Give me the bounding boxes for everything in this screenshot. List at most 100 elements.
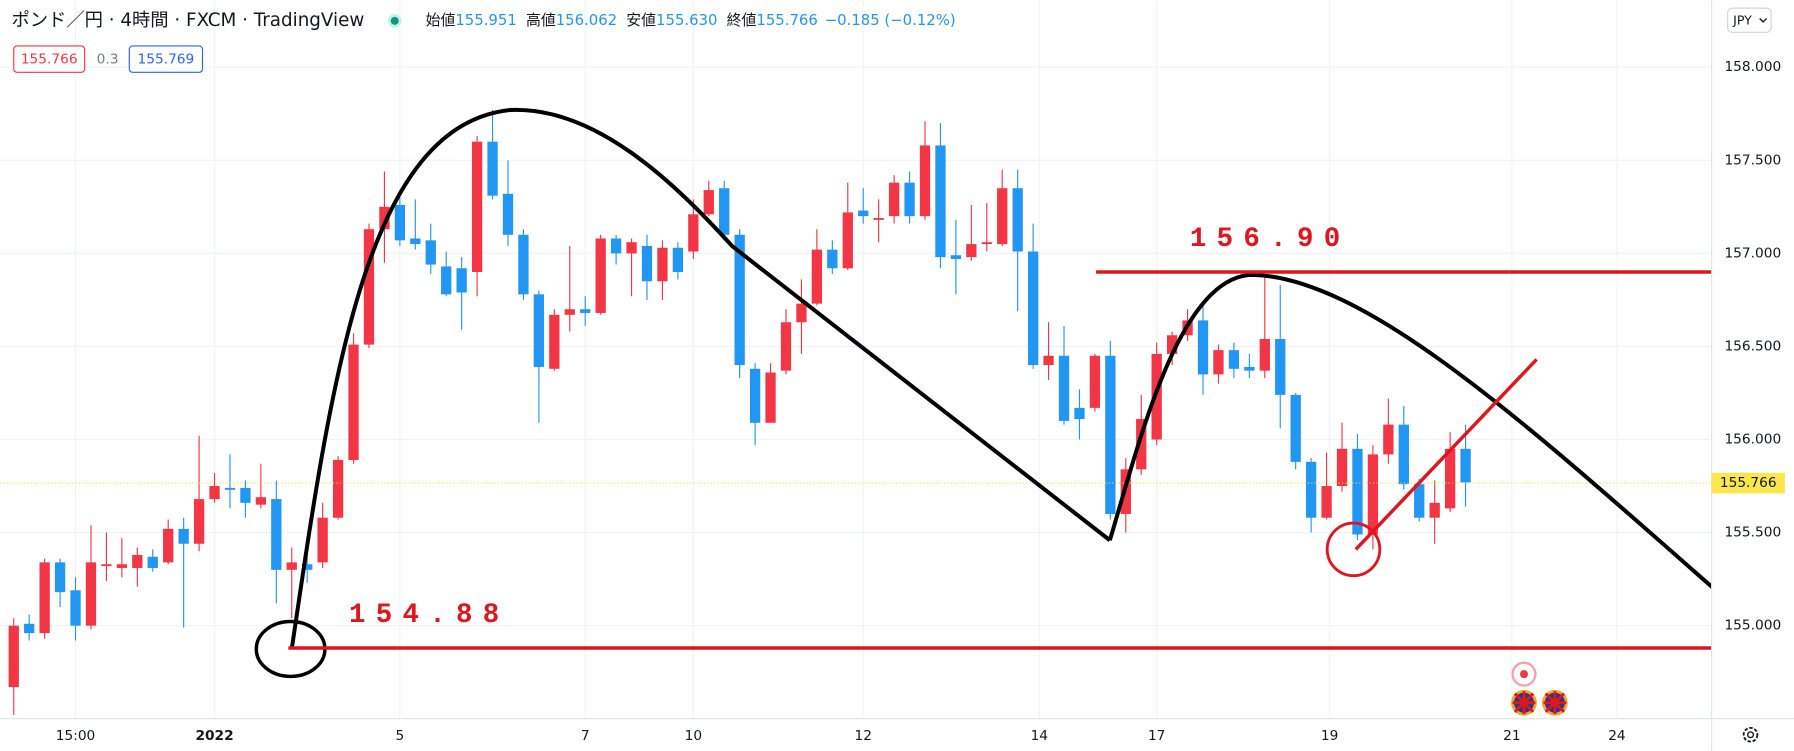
candle-body — [703, 190, 714, 215]
candle-body — [193, 499, 205, 544]
candle-body — [1290, 394, 1301, 462]
candle-body — [1105, 355, 1116, 514]
candle-body — [610, 238, 622, 254]
symbol-title: ポンド／円 · 4時間 · FXCM · TradingView — [11, 10, 364, 31]
candle-body — [85, 562, 97, 626]
bid-box[interactable] — [13, 45, 86, 73]
drawings: 156.90 154.88 — [254, 108, 1712, 679]
candle-body — [224, 487, 236, 490]
candle-body — [672, 247, 684, 272]
candle-body — [178, 528, 189, 544]
candle-body — [1414, 484, 1425, 518]
level-label: 154.88 — [349, 600, 510, 631]
currency[interactable]: JPY — [1732, 12, 1752, 27]
candle-body — [1352, 448, 1363, 535]
candle-body — [1383, 424, 1394, 455]
trend-line — [1354, 358, 1538, 551]
candle-body — [502, 193, 514, 235]
dropdown-arrow — [1759, 18, 1768, 23]
candle-body — [394, 204, 406, 241]
candle-body — [1444, 448, 1456, 509]
candle-body — [116, 564, 128, 568]
x-tick-label: 24 — [1608, 728, 1625, 744]
x-tick-label: 21 — [1503, 728, 1520, 744]
candle-body — [1074, 407, 1085, 420]
last-price-label: 155.766 — [1720, 475, 1777, 491]
axes: 155.000 155.500 156.000 156.500 157.000 157.5… — [56, 59, 1785, 744]
candle-body — [317, 517, 328, 563]
candle-body — [950, 255, 962, 259]
candle-body — [209, 486, 220, 500]
candle-body — [147, 556, 158, 568]
event-icon — [1519, 670, 1528, 679]
candle-body — [549, 314, 560, 369]
ask-box[interactable] — [128, 45, 204, 73]
candle-body — [719, 188, 730, 235]
x-tick-label: 2022 — [195, 728, 233, 744]
candle-body — [1398, 424, 1409, 485]
candle-body — [1259, 339, 1270, 371]
candle-body — [1166, 335, 1178, 354]
currency-button[interactable] — [1727, 7, 1772, 33]
x-tick-label: 15:00 — [56, 728, 96, 744]
ohlc-label: 始値 — [426, 11, 456, 29]
x-tick-label: 12 — [854, 728, 871, 744]
candle-body — [858, 210, 869, 217]
candle-body — [332, 459, 344, 518]
x-tick-label: 14 — [1031, 728, 1048, 744]
candle-body — [919, 145, 931, 217]
candle-body — [981, 242, 992, 245]
flag — [1543, 691, 1567, 715]
last-price-box — [1711, 472, 1785, 494]
candle-body — [1429, 502, 1440, 518]
candle-body — [657, 247, 668, 282]
bid[interactable]: 155.766 — [21, 52, 78, 68]
x-tick-label: 5 — [396, 728, 405, 744]
ask[interactable]: 155.769 — [138, 52, 195, 68]
candle-body — [1197, 320, 1209, 375]
x-tick-label: 17 — [1148, 728, 1165, 744]
ohlc-label: 安値 — [626, 11, 656, 29]
candle-body — [286, 562, 297, 570]
candle-body — [595, 238, 606, 313]
candle-body — [1136, 419, 1147, 470]
settings-icon — [1746, 731, 1755, 739]
candle-body — [255, 497, 267, 505]
candle-body — [580, 309, 591, 313]
ohlc-label: 高値 — [526, 11, 556, 29]
candle-body — [518, 234, 529, 295]
y-tick-label: 157.000 — [1724, 245, 1781, 261]
candle-body — [796, 303, 807, 323]
candle-body — [1027, 251, 1039, 366]
settings-icon[interactable] — [1742, 726, 1759, 743]
candle-body — [966, 244, 977, 258]
candle-body — [441, 266, 452, 295]
candle-body — [379, 206, 390, 230]
candle-body — [935, 145, 946, 258]
x-tick-label: 10 — [685, 728, 702, 744]
candle-body — [842, 212, 853, 269]
candle-body — [888, 182, 900, 217]
candle-body — [363, 229, 375, 345]
candle-body — [533, 294, 545, 367]
y-tick-label: 155.000 — [1724, 618, 1781, 634]
candle-body — [873, 218, 884, 220]
flag — [1512, 691, 1536, 715]
candle-body — [471, 141, 483, 272]
ohlc-value: 155.951 — [455, 11, 516, 29]
x-tick-label: 7 — [581, 728, 590, 744]
ohlc-value: 155.766 — [756, 11, 817, 29]
y-tick-label: 158.000 — [1724, 59, 1781, 75]
y-tick-label: 157.500 — [1724, 152, 1781, 168]
candle-body — [997, 188, 1008, 245]
candle-body — [1305, 461, 1317, 518]
candle-body — [1275, 339, 1286, 395]
candle-body — [1228, 350, 1240, 369]
drawn-curve — [289, 108, 1112, 650]
candle-body — [24, 623, 35, 634]
candle-body — [734, 234, 745, 366]
candle-body — [626, 242, 637, 254]
ohlc-value: 156.062 — [556, 11, 617, 29]
candle-body — [101, 564, 112, 567]
candle-body — [240, 487, 251, 503]
